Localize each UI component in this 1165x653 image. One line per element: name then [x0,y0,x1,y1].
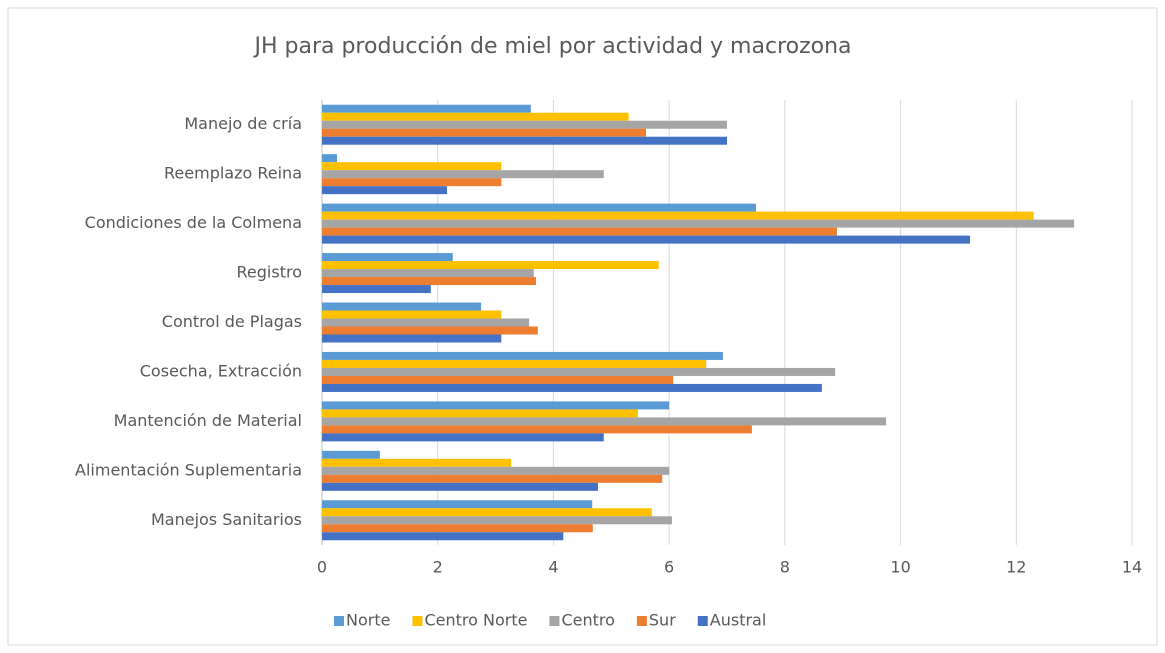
y-tick-label: Manejos Sanitarios [151,510,302,529]
bar [322,516,673,525]
bar [322,203,756,212]
bar [322,383,822,392]
legend-swatch [636,616,647,626]
x-tick-label: 4 [548,558,558,577]
bar [322,482,598,491]
bar [322,318,530,327]
bar [322,351,723,360]
bar [322,375,674,384]
bar [322,425,752,434]
bar [322,334,502,343]
x-tick-label: 8 [780,558,790,577]
bar [322,302,482,311]
x-tick-label: 2 [433,558,443,577]
x-tick-label: 12 [1006,558,1026,577]
y-tick-label: Control de Plagas [162,312,302,331]
bar [322,170,604,179]
x-tick-label: 0 [317,558,327,577]
y-tick-label: Reemplazo Reina [164,164,302,183]
bar [322,136,727,145]
bar [322,285,431,294]
bar [322,466,670,475]
y-tick-label: Mantención de Material [114,411,302,430]
bar [322,367,836,376]
bar [322,112,629,121]
bar [322,186,447,195]
bar [322,104,531,113]
y-tick-label: Registro [237,263,302,282]
y-tick-label: Cosecha, Extracción [140,361,302,380]
bar [322,120,727,129]
bar [322,128,646,137]
bar [322,417,887,426]
bar [322,409,638,418]
bar [322,211,1034,220]
bar [322,253,453,262]
bar [322,508,652,517]
bar [322,532,564,541]
legend-label: Centro Norte [424,611,527,630]
bar [322,277,537,286]
bar [322,458,512,467]
bar [322,235,970,244]
bar [322,227,837,236]
chart-title: JH para producción de miel por actividad… [252,34,851,59]
bar [322,524,593,533]
legend-label: Norte [346,611,390,630]
x-tick-label: 6 [664,558,674,577]
legend-label: Sur [649,611,676,630]
bar [322,326,538,335]
x-tick-label: 14 [1122,558,1142,577]
y-tick-label: Condiciones de la Colmena [85,213,302,232]
bar [322,310,502,319]
bar [322,450,380,459]
bar [322,261,659,270]
legend-swatch [549,616,560,626]
bar [322,154,338,163]
legend-swatch [412,616,423,626]
bar [322,401,670,410]
bar [322,178,502,187]
legend-label: Austral [710,611,767,630]
bar [322,162,502,171]
bar [322,219,1075,228]
bar [322,433,604,442]
y-tick-label: Manejo de cría [184,114,302,133]
x-tick-label: 10 [890,558,910,577]
legend-label: Centro [561,611,614,630]
y-tick-label: Alimentación Suplementaria [75,460,302,479]
bar [322,359,707,368]
bar [322,500,593,509]
legend-swatch [334,616,344,626]
legend-swatch [697,616,708,626]
bar [322,474,663,483]
bar [322,269,534,278]
